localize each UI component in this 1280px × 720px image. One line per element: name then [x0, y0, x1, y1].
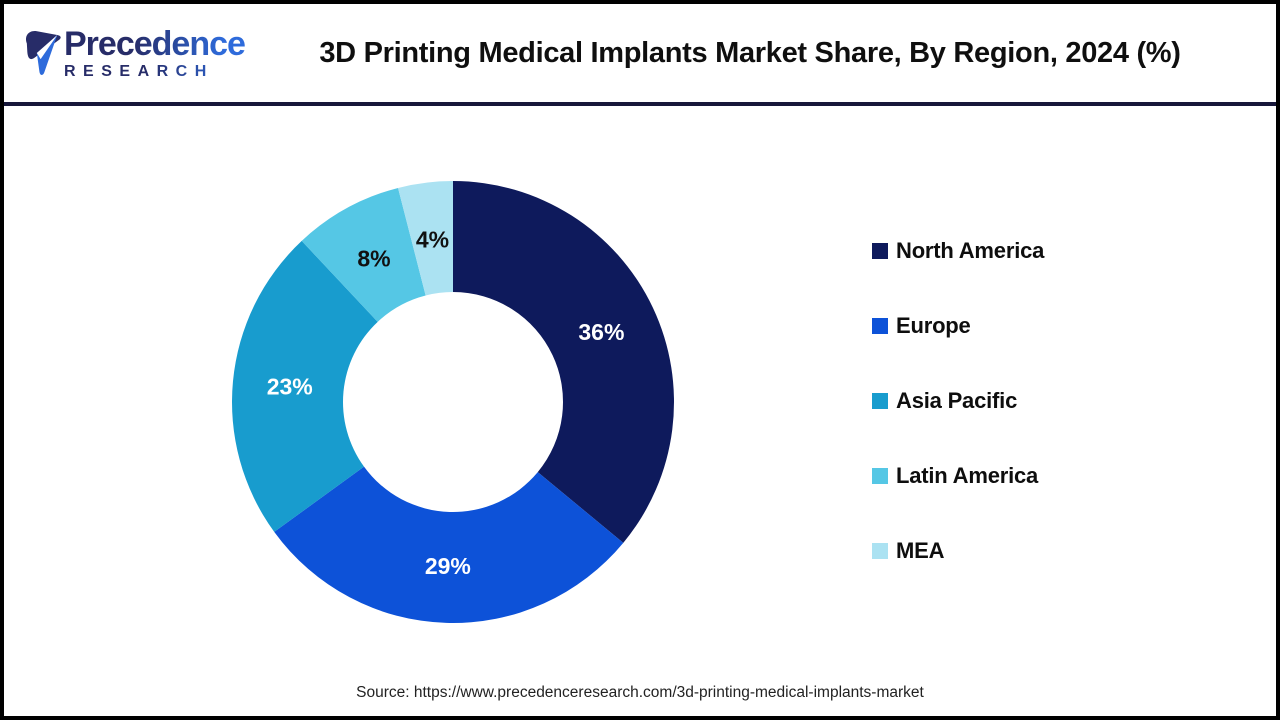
source-citation: Source: https://www.precedenceresearch.c… — [356, 684, 924, 701]
legend-item-north-america: North America — [872, 238, 1045, 263]
legend-item-europe: Europe — [872, 313, 1044, 338]
slice-label-europe: 29% — [425, 553, 471, 579]
slice-label-mea: 4% — [416, 226, 449, 252]
logo-subtitle: RESEARCH — [64, 63, 245, 80]
donut-slice-europe — [274, 466, 624, 623]
legend-swatch-latin-america — [872, 468, 888, 484]
donut-slice-north-america — [453, 181, 674, 543]
precedence-research-logo: Precedence RESEARCH — [24, 27, 246, 80]
slice-label-north-america: 36% — [578, 319, 624, 345]
legend-label-europe: Europe — [896, 313, 971, 338]
donut-slice-asia-pacific — [232, 240, 378, 532]
precedence-logo-icon — [26, 31, 61, 75]
legend-item-asia-pacific: Asia Pacific — [872, 388, 1044, 413]
legend-label-latin-america: Latin America — [896, 463, 1039, 488]
legend-label-asia-pacific: Asia Pacific — [896, 388, 1018, 413]
legend-swatch-europe — [872, 318, 888, 334]
slice-label-latin-america: 8% — [357, 245, 390, 271]
donut-slice-mea — [398, 181, 453, 296]
slice-label-asia-pacific: 23% — [267, 374, 313, 400]
logo-wordmark: Precedence — [64, 24, 246, 63]
legend-swatch-mea — [872, 543, 888, 559]
chart-legend: North America Europe Asia Pacific Latin Ame… — [872, 238, 1045, 563]
legend-swatch-asia-pacific — [872, 393, 888, 409]
legend-item-mea: MEA — [872, 538, 1044, 563]
legend-label-north-america: North America — [896, 238, 1045, 263]
donut-chart: 36% 29% 23% 8% 4% — [232, 181, 674, 623]
legend-item-latin-america: Latin America — [872, 463, 1044, 488]
chart-title: 3D Printing Medical Implants Market Shar… — [319, 36, 1181, 69]
legend-label-mea: MEA — [896, 538, 945, 563]
header: Precedence RESEARCH 3D Printing Medical … — [4, 4, 1276, 106]
donut-slice-latin-america — [301, 187, 426, 322]
logo-text: Precedence RESEARCH — [64, 24, 246, 80]
legend-swatch-north-america — [872, 243, 888, 259]
